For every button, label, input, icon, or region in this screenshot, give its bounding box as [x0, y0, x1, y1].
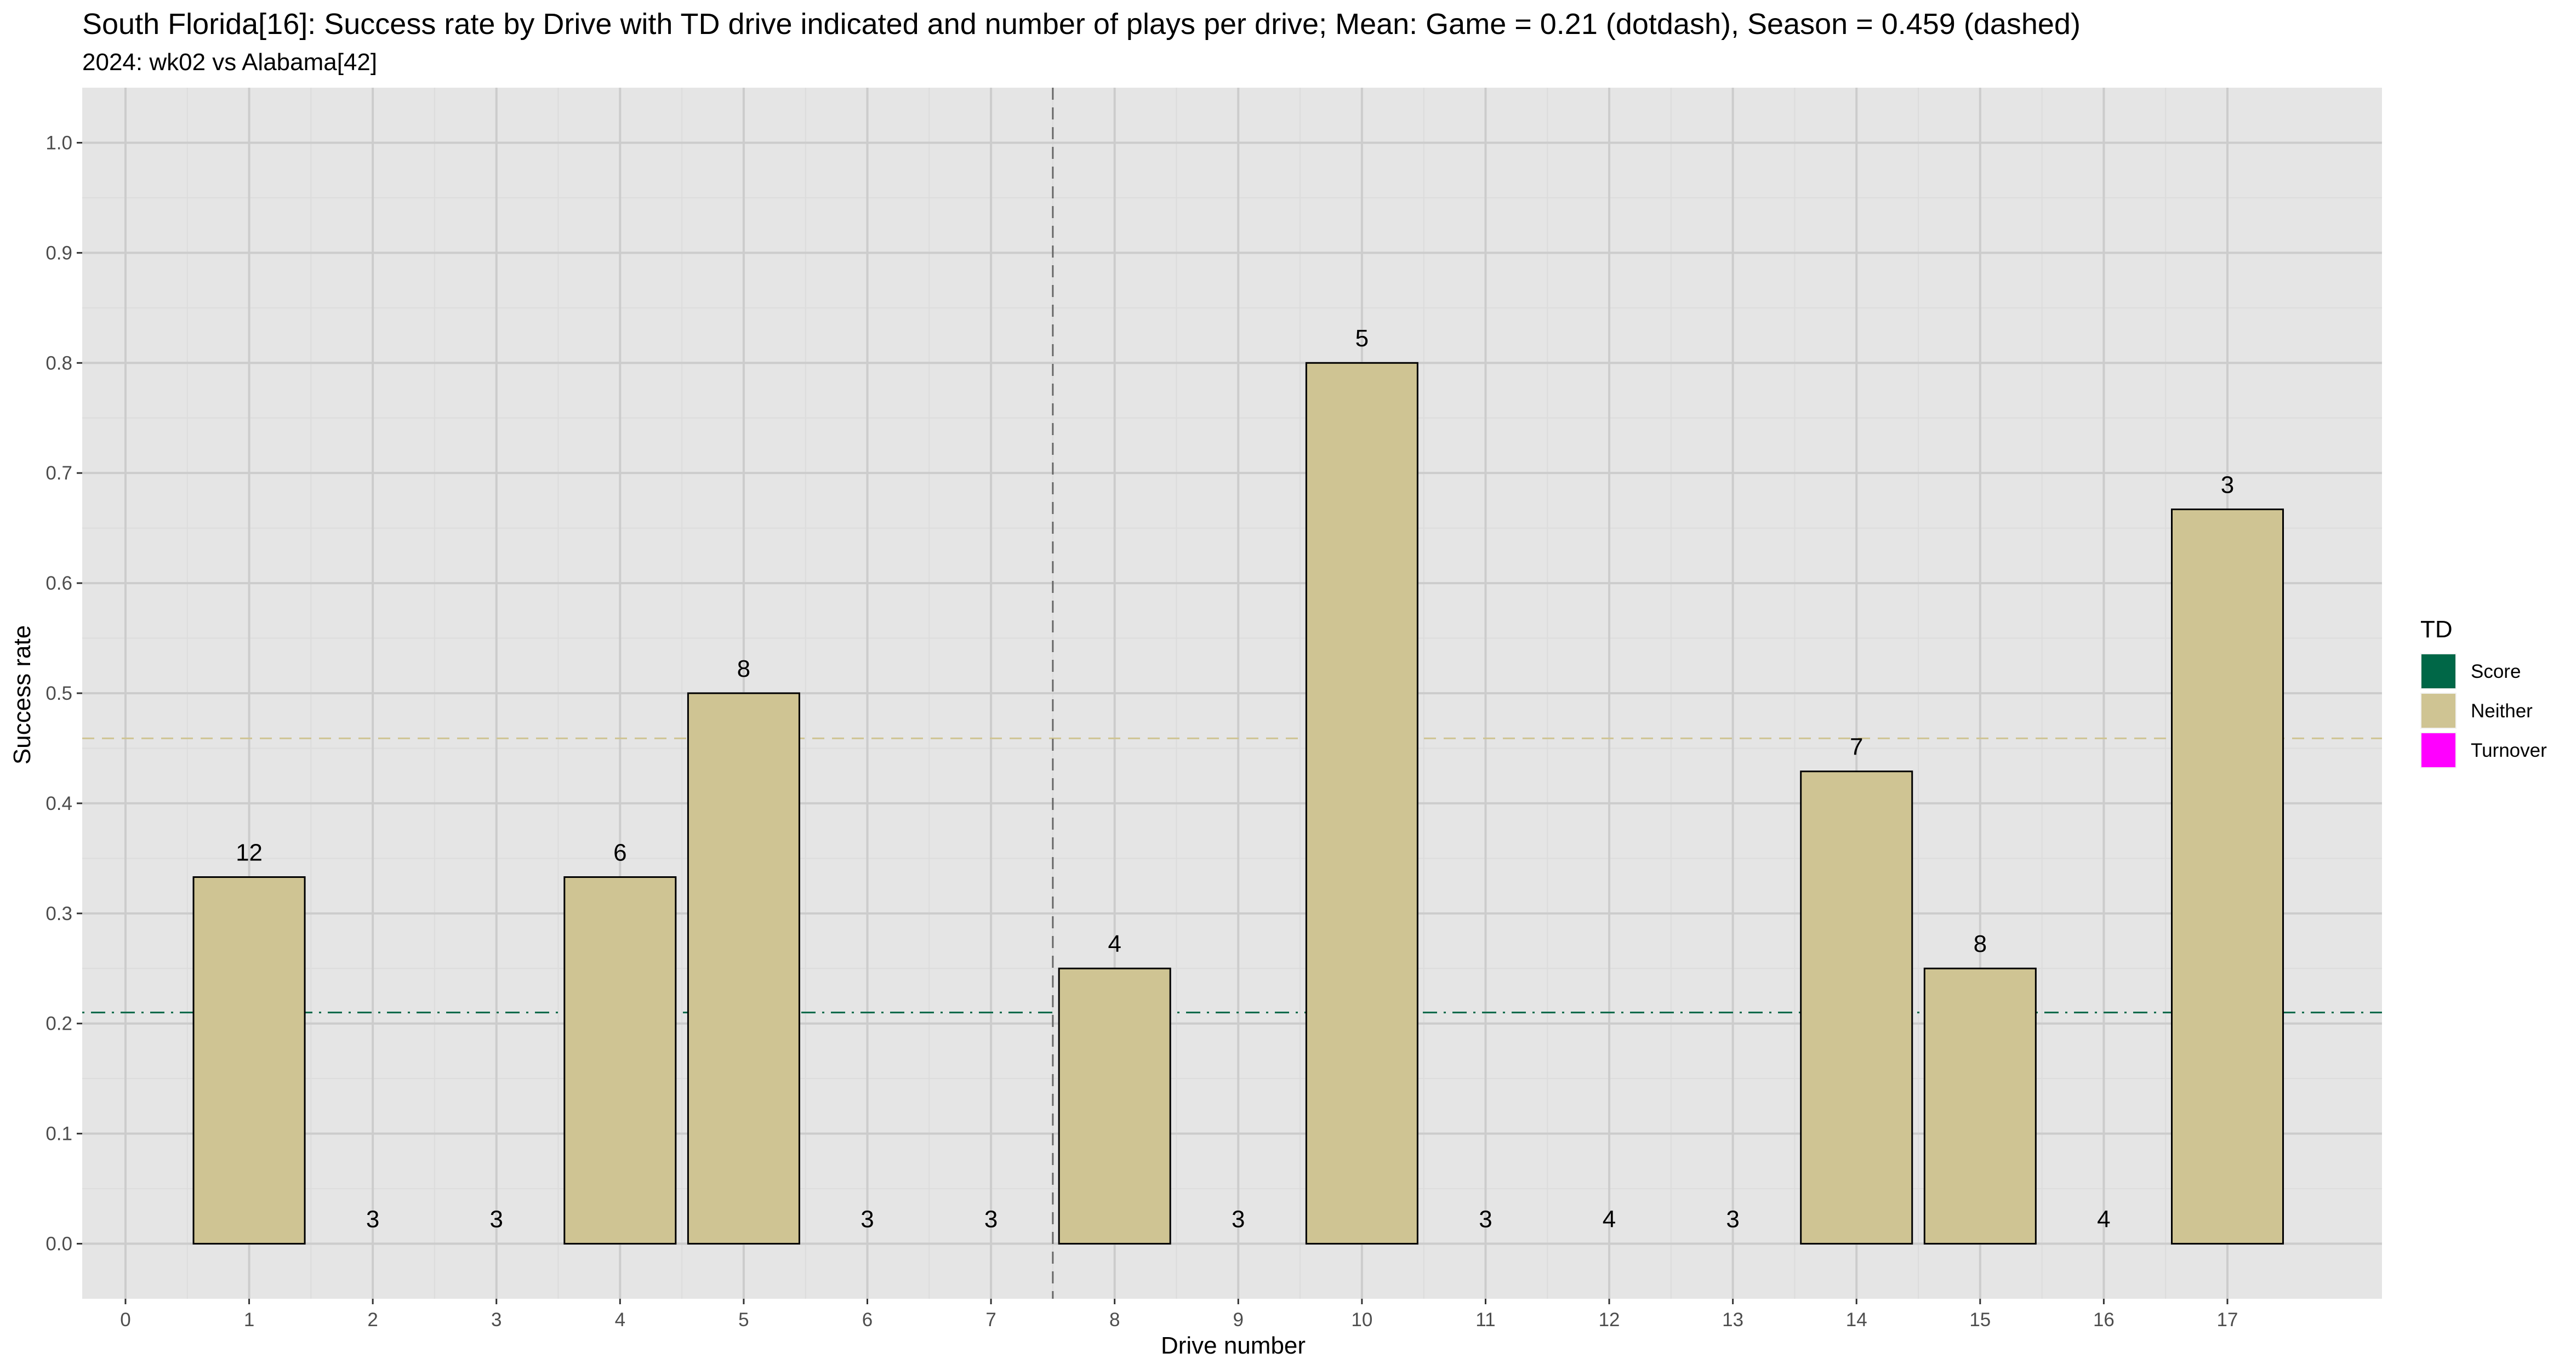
plays-label-drive-8: 4 [1108, 931, 1121, 957]
x-tick-label: 8 [1109, 1309, 1120, 1331]
plays-label-drive-4: 6 [613, 839, 626, 866]
plays-label-drive-10: 5 [1355, 325, 1369, 352]
x-tick-label: 3 [491, 1309, 501, 1331]
x-tick-label: 7 [985, 1309, 996, 1331]
y-tick-label: 0.1 [45, 1123, 72, 1145]
y-axis-title: Success rate [9, 625, 36, 764]
plays-label-drive-2: 3 [366, 1206, 379, 1232]
legend-swatch-turnover [2421, 733, 2455, 767]
y-tick-label: 0.7 [45, 463, 72, 484]
x-tick-label: 5 [738, 1309, 749, 1331]
x-tick-label: 1 [244, 1309, 254, 1331]
legend-label-neither: Neither [2471, 700, 2533, 722]
x-tick-label: 11 [1475, 1309, 1495, 1331]
x-tick-label: 6 [862, 1309, 873, 1331]
bar-drive-5 [687, 692, 800, 1245]
plays-label-drive-6: 3 [860, 1206, 874, 1232]
y-tick-label: 0.2 [45, 1013, 72, 1035]
plays-label-drive-7: 3 [984, 1206, 998, 1232]
plays-label-drive-14: 7 [1850, 734, 1863, 761]
x-axis: 0 1 2 3 4 5 6 7 8 9 10 11 12 13 14 15 16 17 [120, 1299, 2238, 1331]
plays-label-drive-16: 4 [2097, 1206, 2110, 1232]
legend: TD Score Neither Turnover [2420, 616, 2547, 768]
y-tick-label: 0.3 [45, 903, 72, 924]
y-tick-label: 0.0 [45, 1234, 72, 1255]
plays-label-drive-15: 8 [1974, 931, 1987, 957]
x-tick-label: 0 [120, 1309, 130, 1331]
legend-label-turnover: Turnover [2471, 740, 2547, 761]
bar-drive-10 [1305, 362, 1418, 1245]
x-tick-label: 16 [2093, 1309, 2115, 1331]
y-tick-label: 1.0 [45, 132, 72, 153]
x-tick-label: 15 [1969, 1309, 1991, 1331]
plays-label-drive-1: 12 [236, 839, 263, 866]
x-tick-label: 4 [615, 1309, 625, 1331]
bars [192, 362, 2284, 1245]
y-tick-label: 0.9 [45, 242, 72, 264]
plays-label-drive-5: 8 [737, 655, 750, 682]
bar-drive-15 [1923, 967, 2037, 1245]
legend-swatch-neither [2421, 694, 2455, 728]
bar-drive-4 [563, 876, 677, 1245]
x-tick-label: 10 [1351, 1309, 1372, 1331]
bar-drive-14 [1800, 770, 1913, 1245]
x-tick-label: 9 [1233, 1309, 1244, 1331]
x-tick-label: 2 [367, 1309, 378, 1331]
x-tick-label: 12 [1599, 1309, 1620, 1331]
plot-panel: 12 3 3 6 8 3 3 4 3 5 3 4 3 7 8 4 3 [82, 88, 2382, 1299]
plays-label-drive-3: 3 [489, 1206, 503, 1232]
chart-title: South Florida[16]: Success rate by Drive… [82, 8, 2081, 41]
chart-subtitle: 2024: wk02 vs Alabama[42] [82, 49, 377, 76]
x-tick-label: 13 [1722, 1309, 1743, 1331]
plays-label-drive-11: 3 [1479, 1206, 1492, 1232]
legend-title: TD [2420, 616, 2453, 643]
y-axis: 0.0 0.1 0.2 0.3 0.4 0.5 0.6 0.7 0.8 0.9 1.0 [45, 132, 82, 1255]
legend-swatch-score [2421, 654, 2455, 688]
legend-label-score: Score [2471, 661, 2521, 682]
y-tick-label: 0.5 [45, 683, 72, 704]
y-tick-label: 0.4 [45, 793, 72, 814]
bar-drive-8 [1058, 967, 1171, 1245]
x-tick-label: 14 [1846, 1309, 1867, 1331]
data-labels: 12 3 3 6 8 3 3 4 3 5 3 4 3 7 8 4 3 [236, 325, 2234, 1232]
plays-label-drive-12: 4 [1603, 1206, 1616, 1232]
bar-drive-1 [192, 876, 306, 1245]
plays-label-drive-9: 3 [1232, 1206, 1245, 1232]
y-tick-label: 0.6 [45, 573, 72, 594]
plays-label-drive-13: 3 [1726, 1206, 1739, 1232]
x-tick-label: 17 [2217, 1309, 2238, 1331]
y-tick-label: 0.8 [45, 352, 72, 374]
plays-label-drive-17: 3 [2221, 471, 2234, 498]
bar-drive-17 [2170, 508, 2284, 1245]
x-axis-title: Drive number [1161, 1332, 1306, 1359]
